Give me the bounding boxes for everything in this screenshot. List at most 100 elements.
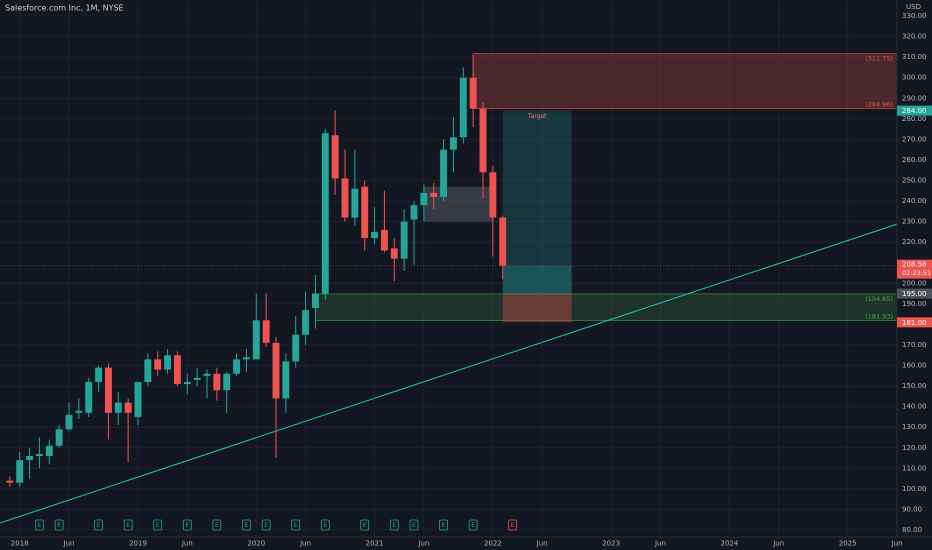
earnings-flag xyxy=(54,519,64,531)
y-tick-label: 110.00 xyxy=(902,464,927,472)
earnings-flag xyxy=(508,519,517,531)
y-tick-label: 90.00 xyxy=(902,505,922,513)
candle-body xyxy=(479,108,487,173)
y-tick-label: 190.00 xyxy=(902,300,927,308)
earnings-label: E xyxy=(471,522,475,529)
earnings-label: E xyxy=(156,522,160,529)
supply-zone xyxy=(472,53,898,110)
y-tick-label: 240.00 xyxy=(902,197,927,205)
zone-label: (284.96) xyxy=(865,101,893,109)
candle-body xyxy=(173,355,181,385)
x-tick-label: 2019 xyxy=(129,540,147,548)
y-tick-label: 230.00 xyxy=(902,218,927,226)
earnings-flag xyxy=(409,519,419,531)
earnings-flag xyxy=(468,519,478,531)
candle-body xyxy=(282,361,290,399)
earnings-flag xyxy=(212,519,222,531)
candle-body xyxy=(341,178,349,218)
earnings-flag xyxy=(182,519,192,531)
earnings-label: E xyxy=(38,522,42,529)
y-tick-label: 100.00 xyxy=(902,485,927,493)
candle-body xyxy=(430,192,438,197)
price-badge xyxy=(897,288,932,299)
y-tick-label: 280.00 xyxy=(902,115,927,123)
earnings-label: E xyxy=(185,522,189,529)
candle-body xyxy=(469,77,477,109)
earnings-label: E xyxy=(245,522,249,529)
earnings-flag xyxy=(320,519,330,531)
candle-body xyxy=(65,414,73,430)
candle-body xyxy=(361,186,369,239)
y-tick-label: 310.00 xyxy=(902,53,927,61)
candle-body xyxy=(55,429,63,446)
earnings-label: E xyxy=(294,522,298,529)
y-tick-label: 260.00 xyxy=(902,156,927,164)
earnings-flag xyxy=(123,519,133,531)
candle-body xyxy=(449,137,457,150)
earnings-flag xyxy=(242,519,251,531)
price-badge xyxy=(897,317,932,328)
y-tick-label: 270.00 xyxy=(902,135,927,143)
candle-body xyxy=(95,367,103,382)
position-label: Target xyxy=(527,113,547,120)
range-box xyxy=(423,186,493,222)
countdown: 02:23:51 xyxy=(902,269,931,277)
candle-body xyxy=(164,355,172,370)
price-badge xyxy=(897,105,932,116)
x-tick-label: 2023 xyxy=(602,540,620,548)
x-tick-label: 2025 xyxy=(839,540,857,548)
candle-body xyxy=(213,373,221,391)
earnings-flag xyxy=(153,519,163,531)
x-tick-label: Jun xyxy=(417,540,429,548)
trendline xyxy=(0,223,898,524)
candle-body xyxy=(380,229,388,251)
candle-body xyxy=(440,149,448,197)
zone-label: (311.75) xyxy=(865,55,893,63)
time-axis xyxy=(0,537,932,550)
price-badge-label: 284.00 xyxy=(902,107,927,115)
earnings-flag xyxy=(389,519,399,531)
candle-body xyxy=(302,310,310,335)
position-profit xyxy=(502,265,572,294)
candle-body xyxy=(321,133,329,294)
candle-body xyxy=(351,188,359,218)
candle-body xyxy=(371,231,379,239)
candle-body xyxy=(242,357,250,360)
candle-body xyxy=(420,192,428,206)
last-price-badge xyxy=(897,259,932,279)
candle-body xyxy=(183,381,191,385)
candle-body xyxy=(410,205,418,220)
y-tick-label: 150.00 xyxy=(902,382,927,390)
y-tick-label: 250.00 xyxy=(902,177,927,185)
earnings-label: E xyxy=(323,522,327,529)
candle-body xyxy=(26,455,34,461)
earnings-label: E xyxy=(363,522,367,529)
chart-title: Salesforce.com Inc, 1M, NYSE xyxy=(5,4,124,13)
candle-body xyxy=(134,381,142,417)
zone-label: (181.93) xyxy=(865,312,893,320)
price-badge-label: 195.00 xyxy=(902,290,927,298)
earnings-label: E xyxy=(264,522,268,529)
earnings-label: E xyxy=(215,522,219,529)
candle-body xyxy=(459,77,467,138)
y-tick-label: 330.00 xyxy=(902,12,927,20)
candle-body xyxy=(400,221,408,259)
candle-body xyxy=(154,359,162,370)
x-tick-label: 2018 xyxy=(11,540,29,548)
candle-body xyxy=(292,334,300,362)
candle-body xyxy=(311,293,319,308)
candle-body xyxy=(16,460,24,483)
x-tick-label: 2022 xyxy=(484,540,502,548)
y-tick-label: 220.00 xyxy=(902,238,927,246)
earnings-flag xyxy=(35,519,44,531)
y-tick-label: 320.00 xyxy=(902,33,927,41)
y-tick-label: 170.00 xyxy=(902,341,927,349)
candle-body xyxy=(223,373,231,391)
candle-body xyxy=(45,445,53,456)
candle-body xyxy=(489,172,497,218)
y-tick-label: 80.00 xyxy=(902,526,922,534)
earnings-flag xyxy=(439,519,448,531)
price-badge-label: 181.00 xyxy=(902,319,927,327)
y-tick-label: 290.00 xyxy=(902,94,927,102)
